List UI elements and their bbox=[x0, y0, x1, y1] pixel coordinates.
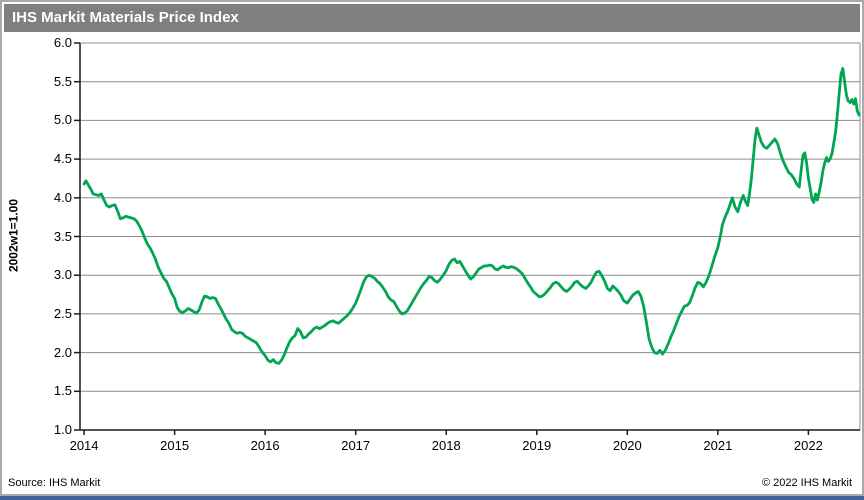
y-tick-label: 5.5 bbox=[53, 73, 72, 89]
y-tick-label: 5.0 bbox=[53, 112, 72, 128]
copyright-note: © 2022 IHS Markit bbox=[761, 477, 852, 489]
source-note: Source: IHS Markit bbox=[8, 477, 101, 489]
x-tick-label: 2015 bbox=[160, 438, 190, 453]
x-tick-label: 2022 bbox=[793, 438, 823, 453]
x-tick-label: 2014 bbox=[69, 438, 99, 453]
x-tick-label: 2021 bbox=[703, 438, 733, 453]
y-tick-label: 4.0 bbox=[53, 189, 72, 205]
y-tick-label: 3.0 bbox=[53, 267, 72, 283]
y-tick-label: 3.5 bbox=[53, 228, 72, 244]
y-tick-label: 6.0 bbox=[53, 35, 72, 50]
x-tick-label: 2018 bbox=[431, 438, 461, 453]
y-tick-label: 1.0 bbox=[53, 422, 72, 437]
brand-bottom-bar bbox=[0, 496, 864, 500]
y-tick-label: 2.0 bbox=[53, 344, 72, 360]
chart-header: IHS Markit Materials Price Index bbox=[4, 4, 860, 32]
y-tick-label: 1.5 bbox=[53, 383, 72, 399]
x-tick-label: 2020 bbox=[612, 438, 642, 453]
price-index-series-line bbox=[82, 67, 861, 365]
x-tick-label: 2017 bbox=[341, 438, 371, 453]
x-tick-label: 2019 bbox=[522, 438, 552, 453]
chart-title: IHS Markit Materials Price Index bbox=[12, 9, 239, 26]
x-tick-label: 2016 bbox=[250, 438, 280, 453]
y-tick-label: 4.5 bbox=[53, 151, 72, 167]
y-axis-title: 2002w1=1.00 bbox=[6, 198, 21, 273]
y-tick-label: 2.5 bbox=[53, 305, 72, 321]
